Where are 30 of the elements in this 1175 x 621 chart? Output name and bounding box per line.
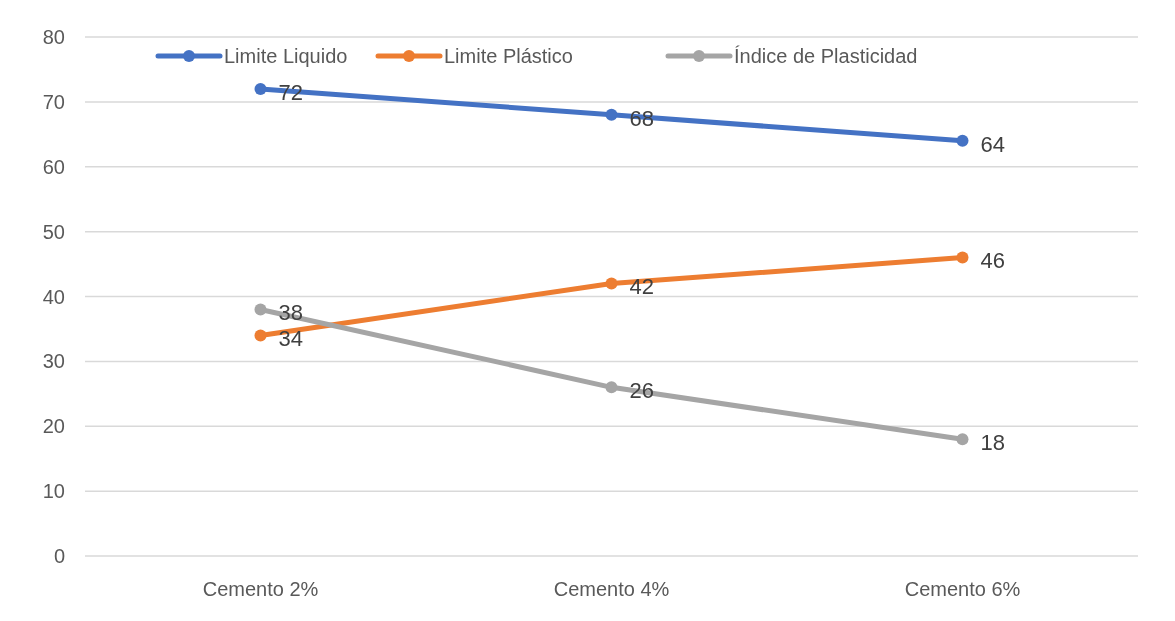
data-label: 34 xyxy=(278,326,303,352)
y-tick-label: 80 xyxy=(42,26,65,48)
data-label: 38 xyxy=(278,300,303,326)
data-label: 26 xyxy=(629,378,654,404)
y-tick-label: 60 xyxy=(42,155,65,178)
point xyxy=(605,381,618,394)
point xyxy=(605,277,618,290)
legend-label: Limite Liquido xyxy=(224,45,348,67)
point xyxy=(956,134,969,147)
y-tick-label: 50 xyxy=(42,220,65,243)
legend-label: Índice de Plasticidad xyxy=(734,45,918,67)
point xyxy=(956,433,969,446)
point xyxy=(254,82,267,95)
point xyxy=(254,329,267,342)
y-tick-label: 40 xyxy=(42,285,65,308)
data-label: 46 xyxy=(980,248,1005,274)
point xyxy=(254,303,267,316)
y-tick-label: 0 xyxy=(53,545,65,567)
legend-label: Limite Plástico xyxy=(444,45,573,67)
x-tick-label: Cemento 4% xyxy=(553,578,670,600)
data-label: 64 xyxy=(980,131,1005,157)
y-tick-label: 70 xyxy=(42,90,65,113)
x-tick-label: Cemento 6% xyxy=(904,578,1021,600)
y-tick-label: 20 xyxy=(42,415,65,438)
data-label: 18 xyxy=(980,429,1005,455)
y-tick-label: 10 xyxy=(42,480,65,503)
x-tick-label: Cemento 2% xyxy=(202,578,319,600)
point xyxy=(605,108,618,121)
point xyxy=(956,251,969,264)
y-tick-label: 30 xyxy=(42,350,65,373)
